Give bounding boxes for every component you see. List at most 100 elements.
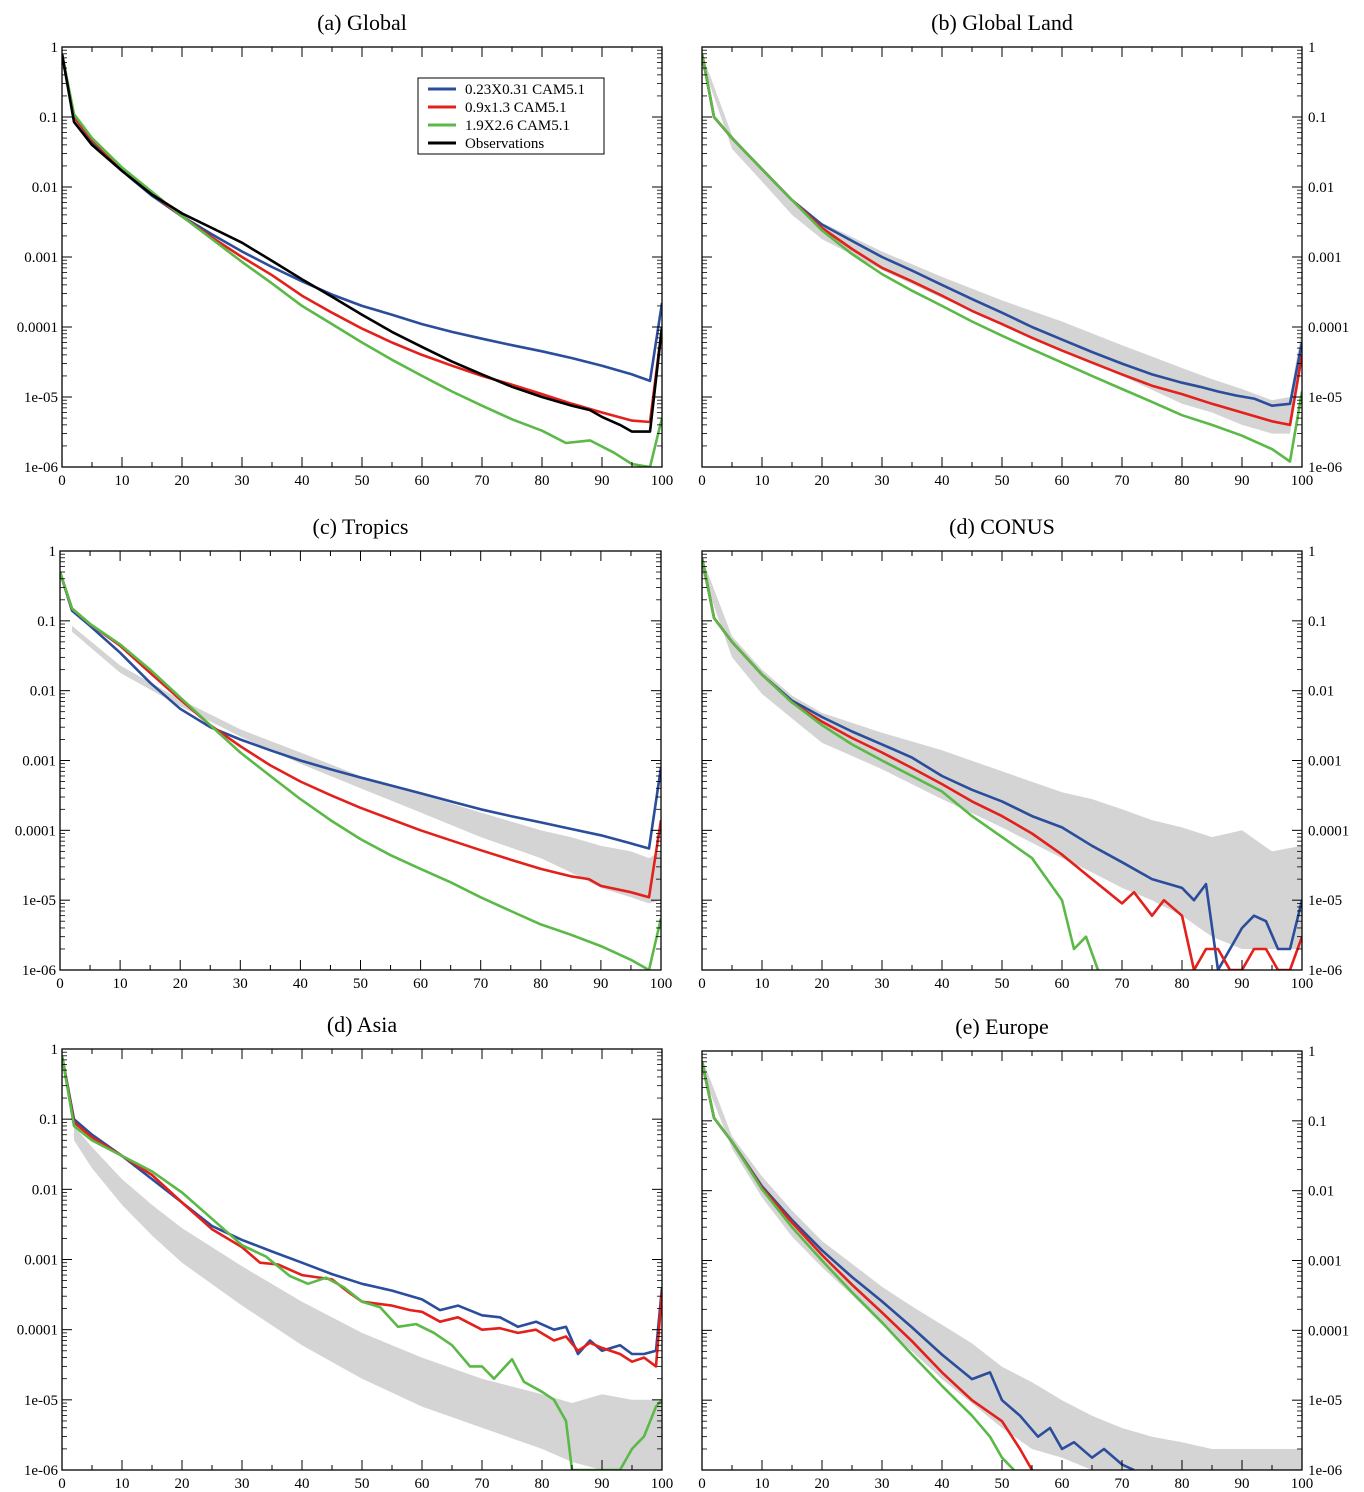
x-tick-label: 70	[1115, 1476, 1130, 1492]
series-line-red	[702, 53, 1302, 427]
x-tick-label: 70	[1115, 473, 1130, 489]
y-tick-label: 1e-05	[1308, 1393, 1342, 1409]
x-tick-label: 70	[1115, 976, 1130, 992]
y-tick-label: 0.1	[1308, 614, 1327, 630]
panel-title: (d) Asia	[327, 1012, 398, 1037]
x-tick-label: 90	[595, 473, 610, 489]
x-tick-label: 40	[295, 473, 310, 489]
x-tick-label: 80	[533, 976, 548, 992]
y-tick-label: 1	[51, 1042, 59, 1058]
y-tick-label: 0.0001	[1308, 823, 1349, 839]
x-tick-label: 70	[473, 976, 488, 992]
x-tick-label: 80	[1175, 976, 1190, 992]
y-tick-label: 1e-06	[1308, 1463, 1343, 1479]
panel-1: (a) Global 0 10 20 30 40 50 60 70 80 90 100 1 0.1 0.01…	[17, 10, 674, 489]
x-tick-label: 60	[413, 976, 428, 992]
x-tick-label: 20	[815, 976, 830, 992]
legend-label: 1.9X2.6 CAM5.1	[465, 118, 570, 134]
y-tick-label: 1e-05	[24, 1393, 58, 1409]
y-tick-label: 0.1	[1308, 1114, 1327, 1130]
x-tick-label: 90	[595, 1476, 610, 1492]
x-tick-label: 100	[1291, 1476, 1314, 1492]
series-line-blue	[702, 557, 1302, 970]
x-tick-label: 10	[755, 976, 770, 992]
observation-range-band	[74, 1126, 662, 1470]
legend: 0.23X0.31 CAM5.1 0.9x1.3 CAM5.1 1.9X2.6 CA…	[417, 77, 605, 155]
x-tick-label: 0	[698, 473, 706, 489]
y-tick-label: 1	[49, 544, 57, 560]
x-tick-label: 30	[875, 1476, 890, 1492]
x-tick-label: 0	[58, 473, 66, 489]
x-tick-label: 10	[755, 1476, 770, 1492]
panel-5: (d) Asia 0 10 20 30 40 50 60 70 80 90 100 1 0.1 0.01 0.…	[17, 1012, 674, 1492]
y-tick-label: 0.01	[1308, 180, 1334, 196]
x-tick-label: 50	[995, 1476, 1010, 1492]
x-tick-label: 50	[355, 1476, 370, 1492]
x-tick-label: 60	[1055, 1476, 1070, 1492]
x-tick-label: 100	[651, 473, 674, 489]
x-tick-label: 30	[875, 976, 890, 992]
x-tick-label: 90	[1235, 976, 1250, 992]
y-tick-label: 0.001	[24, 1253, 58, 1269]
x-tick-label: 80	[1175, 473, 1190, 489]
panel-title: (d) CONUS	[949, 514, 1055, 539]
observation-range-band	[72, 625, 661, 904]
y-tick-label: 1e-05	[1308, 390, 1342, 406]
x-tick-label: 80	[535, 473, 550, 489]
x-tick-label: 30	[235, 473, 250, 489]
panel-title: (e) Europe	[955, 1014, 1048, 1039]
x-tick-label: 10	[755, 473, 770, 489]
series-line-red	[60, 571, 661, 899]
x-tick-label: 40	[293, 976, 308, 992]
x-tick-label: 0	[698, 976, 706, 992]
y-tick-label: 1e-05	[1308, 893, 1342, 909]
x-tick-label: 60	[415, 1476, 430, 1492]
y-tick-label: 1	[1308, 40, 1316, 56]
x-tick-label: 70	[475, 1476, 490, 1492]
series-line-green	[60, 571, 661, 970]
panel-4: (d) CONUS 0 10 20 30 40 50 60 70 80 90 100 1 0.1 0.01 0…	[698, 514, 1349, 992]
y-tick-label: 1e-06	[22, 963, 57, 979]
x-tick-label: 30	[233, 976, 248, 992]
x-tick-label: 50	[995, 976, 1010, 992]
x-tick-label: 40	[295, 1476, 310, 1492]
x-tick-label: 70	[475, 473, 490, 489]
x-tick-label: 0	[56, 976, 64, 992]
y-tick-label: 0.0001	[17, 1323, 58, 1339]
y-tick-label: 1	[1308, 1044, 1316, 1060]
y-tick-label: 0.0001	[1308, 1323, 1349, 1339]
x-tick-label: 10	[115, 1476, 130, 1492]
x-tick-label: 50	[995, 473, 1010, 489]
y-tick-label: 1e-06	[24, 1463, 59, 1479]
y-tick-label: 0.001	[22, 754, 56, 770]
panel-3: (c) Tropics 0 10 20 30 40 50 60 70 80 90 100 1 0.1 0.0…	[15, 514, 673, 992]
x-tick-label: 50	[355, 473, 370, 489]
y-tick-label: 0.1	[39, 110, 58, 126]
x-tick-label: 10	[115, 473, 130, 489]
y-tick-label: 0.01	[30, 684, 56, 700]
legend-label: 0.23X0.31 CAM5.1	[465, 82, 585, 98]
y-tick-label: 1	[1308, 544, 1316, 560]
y-tick-label: 0.1	[1308, 110, 1327, 126]
y-tick-label: 1e-05	[24, 390, 58, 406]
legend-label: 0.9x1.3 CAM5.1	[465, 100, 567, 116]
y-tick-label: 0.001	[24, 250, 58, 266]
x-tick-label: 90	[593, 976, 608, 992]
x-tick-label: 0	[58, 1476, 66, 1492]
x-tick-label: 20	[175, 1476, 190, 1492]
y-tick-label: 0.1	[37, 614, 56, 630]
x-tick-label: 10	[113, 976, 128, 992]
x-tick-label: 20	[175, 473, 190, 489]
y-tick-label: 0.1	[39, 1112, 58, 1128]
panel-title: (c) Tropics	[313, 514, 409, 539]
series-line-green	[62, 1055, 662, 1470]
panel-2: (b) Global Land 0 10 20 30 40 50 60 70 80 90 100 1 0.…	[698, 10, 1349, 489]
x-tick-label: 60	[1055, 976, 1070, 992]
y-tick-label: 0.0001	[15, 823, 56, 839]
series-line-black	[62, 53, 662, 433]
x-tick-label: 60	[1055, 473, 1070, 489]
y-tick-label: 0.01	[32, 1182, 58, 1198]
x-tick-label: 30	[235, 1476, 250, 1492]
y-tick-label: 0.01	[1308, 684, 1334, 700]
